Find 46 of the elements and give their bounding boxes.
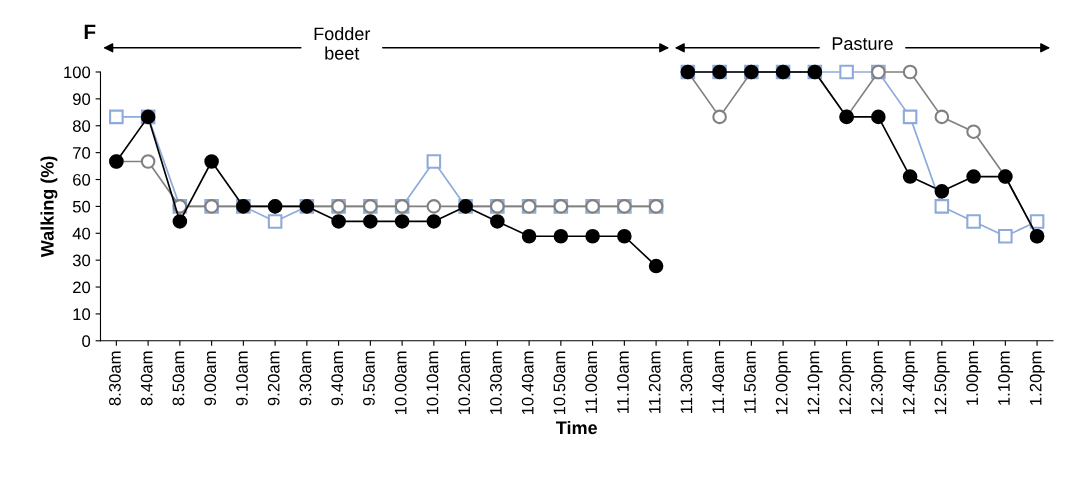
x-tick-label: 9.00am [204,351,217,406]
x-tick-label: 10.10am [426,351,439,415]
y-tick-label: 70 [73,147,91,159]
text: F [84,24,96,39]
x-tick-label: 1.20pm [1029,351,1045,405]
x-tick-label: 12.00pm [775,351,791,415]
y-tick-label: 0 [82,335,91,347]
x-tick-label: 8.50am [172,351,185,406]
x-tick-label: 11.40am [712,351,725,413]
y-tick-label: 20 [73,281,91,294]
x-tick-label: 8.30am [109,351,121,406]
x-tick-label: 1.00pm [966,351,982,405]
y-tick-label: 100 [64,66,91,79]
x-tick-label: 9.30am [299,351,312,406]
y-tick-label: 30 [72,254,91,267]
y-tick-label: 80 [72,120,91,132]
x-axis-title: Time [556,420,598,435]
x-tick-label: 9.50am [363,351,375,406]
y-axis-title: Walking (%) [40,156,58,258]
x-tick-label: 1.10pm [998,351,1014,405]
x-tick-label: 12.30pm [871,351,887,415]
x-tick-label: 12.50pm [934,351,950,415]
x-tick-label: 11.20am [648,351,661,413]
y-tick-label: 50 [72,200,91,213]
x-tick-label: 11.00am [585,351,598,413]
text: Fodder beet [314,26,371,60]
x-tick-label: 10.20am [458,351,471,415]
x-tick-label: 8.40am [140,351,153,406]
x-tick-label: 10.40am [521,351,534,415]
x-tick-label: 9.40am [331,351,344,406]
x-tick-label: 11.10am [617,351,629,413]
text: Pasture [832,37,893,50]
x-tick-label: 9.10am [236,351,248,406]
x-tick-label: 12.20pm [839,351,855,415]
y-tick-label: 40 [72,227,91,240]
y-tick-label: 10 [73,308,91,321]
y-tick-label: 60 [73,173,91,186]
x-tick-label: 9.20am [267,351,280,406]
x-tick-label: 12.10pm [807,351,823,415]
x-tick-label: 11.30am [680,351,693,413]
x-tick-label: 12.40pm [902,351,918,415]
x-tick-label: 10.00am [394,351,407,415]
x-tick-label: 11.50am [744,351,756,413]
x-tick-label: 10.50am [553,351,566,415]
y-tick-label: 90 [73,93,91,106]
x-tick-label: 10.30am [490,351,502,415]
